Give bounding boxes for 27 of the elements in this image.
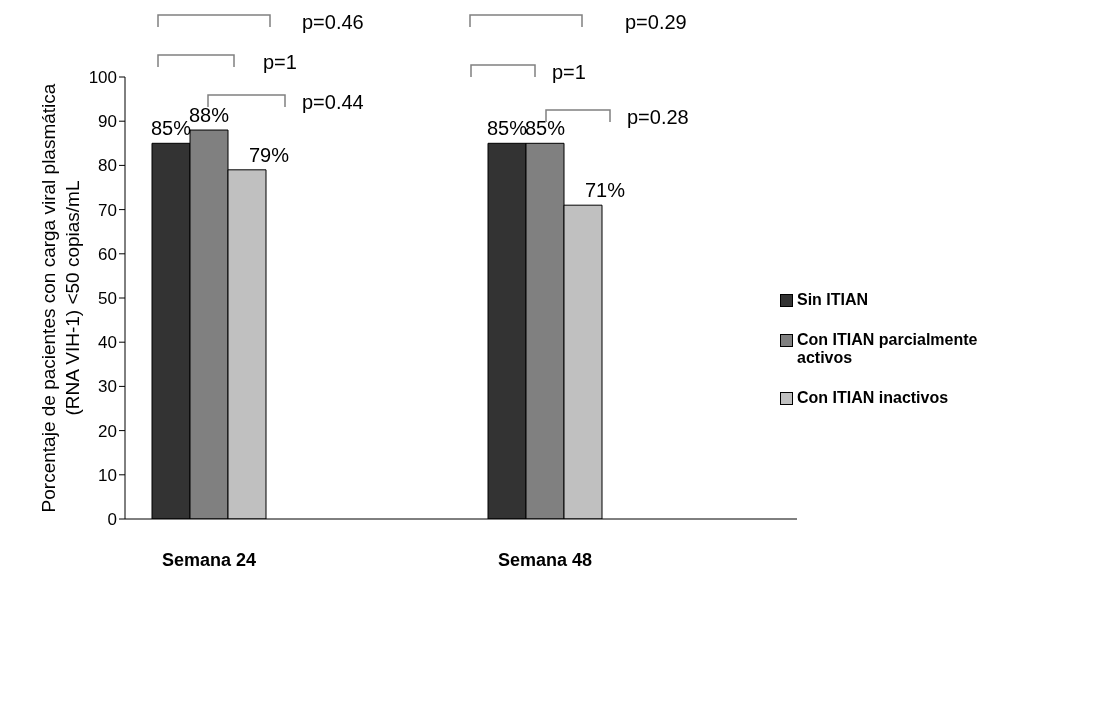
data-label: 71% <box>584 179 626 202</box>
legend-label: Sin ITIAN <box>797 291 869 309</box>
y-tick-label: 30 <box>98 377 117 397</box>
y-tick-label: 60 <box>98 244 117 264</box>
legend-label: Con ITIAN parcialmente activos <box>797 331 979 367</box>
y-tick-label: 20 <box>98 421 117 441</box>
y-tick-label: 100 <box>88 68 117 88</box>
y-tick-label: 50 <box>98 289 117 309</box>
y-tick-label: 80 <box>98 156 117 176</box>
data-label: 79% <box>248 143 290 166</box>
text: p=0.46 <box>302 11 364 33</box>
data-label: 85% <box>486 117 528 140</box>
x-tick-label: Semana 48 <box>497 549 593 570</box>
y-tick-label: 10 <box>98 465 117 485</box>
text: p=0.29 <box>625 11 687 33</box>
y-tick-label: 90 <box>98 112 117 132</box>
annotation: p=0.28 <box>627 106 689 128</box>
annotation: p=1 <box>552 61 586 83</box>
annotation: p=0.44 <box>302 91 364 113</box>
y-tick-label: 70 <box>98 200 117 220</box>
legend-label: Con ITIAN inactivos <box>797 389 949 407</box>
text: p=1 <box>263 51 297 73</box>
y-tick-label: 40 <box>98 333 117 353</box>
x-tick-label: Semana 24 <box>161 549 257 570</box>
y-tick-label: 0 <box>107 510 117 530</box>
y-axis-title: Porcentaje de pacientes con carga viral plasmática (RNA VIH-1) <50 copias/mL <box>38 83 83 513</box>
data-label: 88% <box>188 104 230 127</box>
